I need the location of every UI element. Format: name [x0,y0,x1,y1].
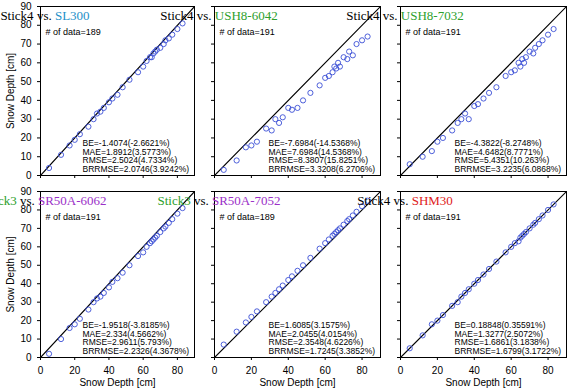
svg-text:90: 90 [20,185,32,197]
svg-text:Snow Depth [cm]: Snow Depth [cm] [445,377,521,388]
svg-text:90: 90 [20,0,32,12]
svg-text:80: 80 [20,19,32,31]
svg-text:BE=1.6085(3.1575%)MAE=2.0455(4: BE=1.6085(3.1575%)MAE=2.0455(4.0154%)RMS… [269,320,376,356]
svg-text:20: 20 [246,365,258,376]
svg-text:# of data=189: # of data=189 [220,212,275,222]
svg-text:40: 40 [20,278,32,289]
svg-text:# of data=191: # of data=191 [220,27,275,37]
svg-text:Stick4 vs. USH8-7032: Stick4 vs. USH8-7032 [346,8,463,23]
svg-text:# of data=191: # of data=191 [46,212,101,222]
svg-text:0: 0 [398,365,404,376]
svg-text:20: 20 [69,365,81,376]
svg-text:80: 80 [356,365,368,376]
svg-text:40: 40 [20,95,32,106]
svg-text:80: 80 [542,365,554,376]
svg-text:40: 40 [103,365,115,376]
svg-text:50: 50 [20,76,32,87]
svg-text:Snow Depth [cm]: Snow Depth [cm] [259,377,335,388]
svg-text:0: 0 [26,170,32,181]
svg-text:0: 0 [26,352,32,363]
svg-text:80: 80 [172,365,184,376]
svg-text:20: 20 [20,132,32,143]
svg-text:0: 0 [212,365,218,376]
svg-text:BE=-7.6984(-14.5368%)MAE=7.698: BE=-7.6984(-14.5368%)MAE=7.6984(14.5368%… [269,138,376,174]
svg-text:Snow Depth [cm]: Snow Depth [cm] [5,53,16,129]
svg-text:Stick4 vs. SHM30: Stick4 vs. SHM30 [357,193,453,208]
svg-text:20: 20 [432,365,444,376]
svg-text:BE=0.18848(0.35591%)MAE=1.3277: BE=0.18848(0.35591%)MAE=1.3277(2.5072%)R… [455,320,562,356]
svg-text:10: 10 [20,151,32,162]
svg-text:Snow Depth [cm]: Snow Depth [cm] [79,377,155,388]
svg-text:# of data=191: # of data=191 [406,27,461,37]
svg-text:Stick4 vs. SL300: Stick4 vs. SL300 [0,8,89,23]
svg-text:Snow Depth [cm]: Snow Depth [cm] [5,236,16,312]
svg-text:# of data=189: # of data=189 [46,27,101,37]
svg-text:Stick3 vs. SR50A-6062: Stick3 vs. SR50A-6062 [0,193,107,208]
svg-text:70: 70 [20,223,32,234]
svg-text:BE=-1.9518(-3.8185%)MAE=2.334(: BE=-1.9518(-3.8185%)MAE=2.334(4.5662%)RM… [83,320,190,356]
svg-text:70: 70 [20,38,32,49]
svg-text:0: 0 [38,365,44,376]
svg-text:Stick4 vs. USH8-6042: Stick4 vs. USH8-6042 [160,8,277,23]
svg-text:BE=-1.4074(-2.6621%)MAE=1.8912: BE=-1.4074(-2.6621%)MAE=1.8912(3.5773%)R… [83,138,190,174]
svg-text:40: 40 [283,365,295,376]
svg-text:80: 80 [20,204,32,216]
svg-text:Stick3 vs. SR50A-7052: Stick3 vs. SR50A-7052 [157,193,280,208]
svg-text:60: 60 [20,241,32,252]
svg-text:60: 60 [138,365,150,376]
svg-text:# of data=191: # of data=191 [406,212,461,222]
svg-text:20: 20 [20,315,32,326]
svg-text:50: 50 [20,259,32,270]
svg-text:60: 60 [20,57,32,68]
svg-text:10: 10 [20,333,32,344]
svg-text:40: 40 [469,365,481,376]
svg-text:60: 60 [320,365,332,376]
svg-text:30: 30 [20,113,32,124]
svg-text:60: 60 [506,365,518,376]
svg-text:30: 30 [20,296,32,307]
svg-text:BE=-4.3822(-8.2748%)MAE=4.6482: BE=-4.3822(-8.2748%)MAE=4.6482(8.7771%)R… [455,138,562,174]
